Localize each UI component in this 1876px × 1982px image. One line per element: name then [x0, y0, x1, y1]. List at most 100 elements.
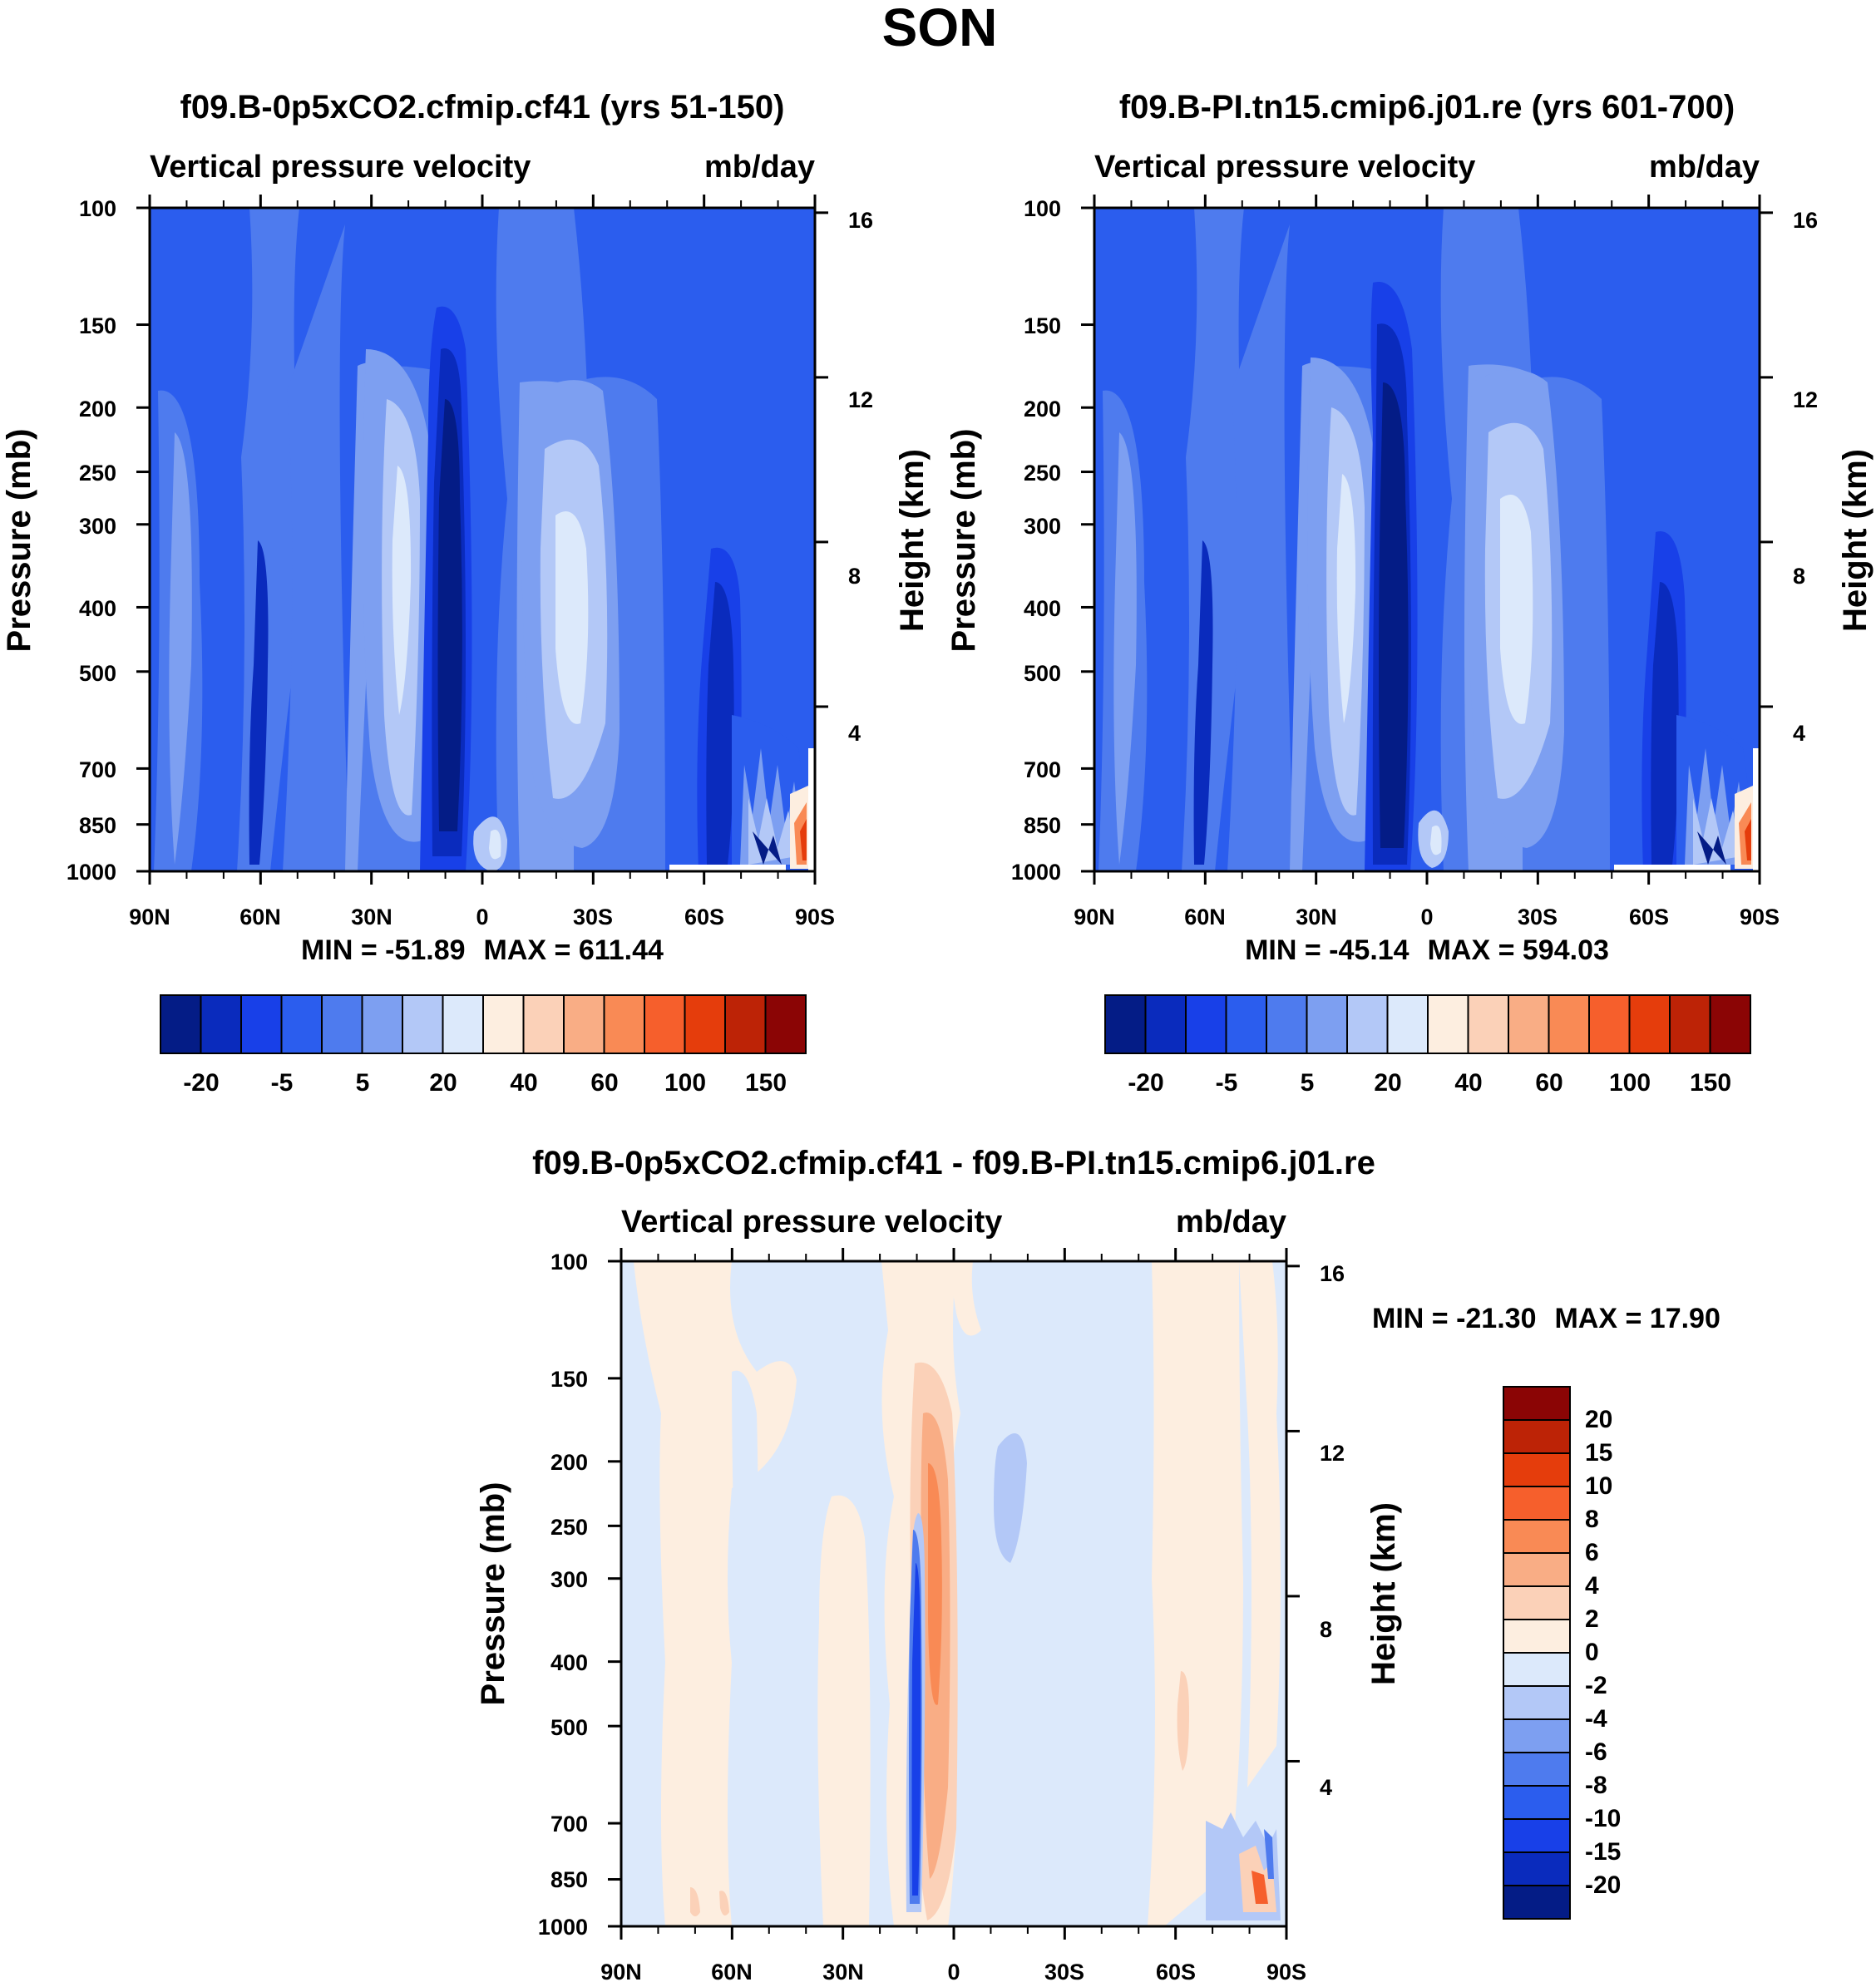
- panel-a-y-axis-label: Pressure (mb): [1, 429, 37, 653]
- panel-b-ticks: [1081, 195, 1773, 885]
- colorbar-swatch: [280, 994, 323, 1054]
- panel-a-minmax: MIN = -51.89 MAX = 611.44: [301, 934, 664, 966]
- colorbar-swatch: [1503, 1419, 1571, 1454]
- x-tick-label: 90N: [129, 905, 170, 929]
- panel-diff-colorbar: [1503, 1386, 1571, 1920]
- panel-b-minmax: MIN = -45.14 MAX = 594.03: [1245, 934, 1609, 966]
- height-tick-label: 16: [1320, 1261, 1345, 1286]
- colorbar-swatch: [442, 994, 484, 1054]
- panel-a-colorbar: [160, 994, 807, 1054]
- colorbar-label: 8: [1585, 1506, 1599, 1533]
- colorbar-swatch: [160, 994, 202, 1054]
- panel-diff-units: mb/day: [1176, 1205, 1286, 1240]
- y-tick-label: 150: [79, 313, 116, 338]
- colorbar-swatch: [1669, 994, 1711, 1054]
- panel-b-colorbar-labels: -20 -5 5 20 40 60 100 150: [1128, 1069, 1731, 1097]
- x-tick-label: 30N: [1296, 905, 1337, 929]
- y-tick-label: 100: [1024, 196, 1061, 221]
- panel-b-min: MIN = -45.14: [1245, 934, 1409, 966]
- colorbar-swatch: [1709, 994, 1751, 1054]
- colorbar-label: 5: [1301, 1069, 1315, 1097]
- y-tick-label: 700: [79, 757, 116, 782]
- panel-diff-contour-field: [621, 1261, 1286, 1926]
- panel-diff-colorbar-labels: 20 15 10 8 6 4 2 0 -2 -4 -6 -8 -10 -15 -…: [1585, 1406, 1621, 1899]
- colorbar-swatch: [603, 994, 645, 1054]
- panel-a-x-tick-labels: 90N 60N 30N 0 30S 60S 90S: [129, 905, 835, 929]
- colorbar-swatch: [240, 994, 283, 1054]
- panel-b-title: f09.B-PI.tn15.cmip6.j01.re (yrs 601-700): [1119, 89, 1735, 126]
- x-tick-label: 0: [1420, 905, 1433, 929]
- y-tick-label: 1000: [1011, 860, 1061, 885]
- y-tick-label: 150: [1024, 313, 1061, 338]
- x-tick-label: 90S: [1740, 905, 1780, 929]
- x-tick-label: 0: [476, 905, 488, 929]
- figure-title: SON: [882, 0, 998, 57]
- panel-diff-title: f09.B-0p5xCO2.cfmip.cf41 - f09.B-PI.tn15…: [532, 1145, 1375, 1181]
- panel-a-y2-axis-label: Height (km): [894, 449, 931, 632]
- colorbar-swatch: [1503, 1585, 1571, 1620]
- colorbar-swatch: [1503, 1386, 1571, 1421]
- colorbar-label: 15: [1585, 1439, 1612, 1467]
- colorbar-swatch: [1266, 994, 1308, 1054]
- panel-b-contour-field: [1094, 208, 1760, 871]
- y-tick-label: 200: [1024, 397, 1061, 422]
- x-tick-label: 30S: [573, 905, 613, 929]
- colorbar-swatch: [1503, 1552, 1571, 1587]
- panel-b-max: MAX = 594.03: [1428, 934, 1609, 966]
- colorbar-label: -10: [1585, 1805, 1621, 1832]
- colorbar-swatch: [1503, 1685, 1571, 1720]
- y-tick-label: 250: [1024, 461, 1061, 486]
- panel-b-left-subtitle: Vertical pressure velocity: [1094, 150, 1475, 185]
- colorbar-swatch: [1427, 994, 1469, 1054]
- colorbar-label: 5: [356, 1069, 370, 1097]
- colorbar-swatch: [1144, 994, 1187, 1054]
- colorbar-label: 0: [1585, 1639, 1599, 1666]
- colorbar-swatch: [644, 994, 686, 1054]
- colorbar-label: -4: [1585, 1705, 1607, 1733]
- panel-b-x-tick-labels: 90N 60N 30N 0 30S 60S 90S: [1074, 905, 1780, 929]
- colorbar-swatch: [1467, 994, 1509, 1054]
- panel-a-max: MAX = 611.44: [484, 934, 664, 966]
- colorbar-swatch: [684, 994, 726, 1054]
- panel-diff-y2-axis-label: Height (km): [1365, 1502, 1402, 1685]
- y-tick-label: 100: [79, 196, 116, 221]
- panel-diff-min: MIN = -21.30: [1372, 1303, 1536, 1334]
- colorbar-label: 10: [1585, 1472, 1612, 1500]
- height-tick-label: 8: [1793, 564, 1805, 589]
- x-tick-label: 30N: [351, 905, 392, 929]
- x-tick-label: 30N: [822, 1960, 864, 1982]
- colorbar-swatch: [402, 994, 444, 1054]
- colorbar-swatch: [1503, 1452, 1571, 1487]
- colorbar-swatch: [1503, 1718, 1571, 1753]
- colorbar-label: -20: [1128, 1069, 1163, 1097]
- height-tick-label: 4: [848, 721, 861, 746]
- panel-b-colorbar: [1104, 994, 1751, 1054]
- colorbar-swatch: [764, 994, 807, 1054]
- y-tick-label: 400: [550, 1650, 588, 1675]
- y-tick-label: 1000: [67, 860, 116, 885]
- panel-diff-max: MAX = 17.90: [1554, 1303, 1720, 1334]
- y-tick-label: 300: [79, 514, 116, 539]
- panel-a-y-tick-labels: 100 150 200 250 300 400 500 700 850 1000: [67, 196, 116, 885]
- x-tick-label: 60S: [1629, 905, 1669, 929]
- colorbar-swatch: [361, 994, 403, 1054]
- y-tick-label: 300: [1024, 514, 1061, 539]
- panel-diff-x-tick-labels: 90N 60N 30N 0 30S 60S 90S: [600, 1960, 1306, 1982]
- y-tick-label: 250: [79, 461, 116, 486]
- colorbar-swatch: [1503, 1652, 1571, 1687]
- colorbar-label: 100: [1609, 1069, 1651, 1097]
- y-tick-label: 250: [550, 1515, 588, 1540]
- panel-diff-minmax: MIN = -21.30 MAX = 17.90: [1372, 1303, 1720, 1334]
- colorbar-label: -8: [1585, 1772, 1607, 1799]
- x-tick-label: 30S: [1044, 1960, 1084, 1982]
- panel-a-contour-field: [150, 208, 815, 871]
- x-tick-label: 90S: [795, 905, 835, 929]
- colorbar-swatch: [321, 994, 363, 1054]
- x-tick-label: 0: [947, 1960, 960, 1982]
- colorbar-swatch: [1386, 994, 1429, 1054]
- colorbar-label: 2: [1585, 1605, 1599, 1633]
- y-tick-label: 300: [550, 1567, 588, 1592]
- x-tick-label: 60N: [711, 1960, 753, 1982]
- y-tick-label: 200: [550, 1450, 588, 1475]
- colorbar-label: 60: [590, 1069, 618, 1097]
